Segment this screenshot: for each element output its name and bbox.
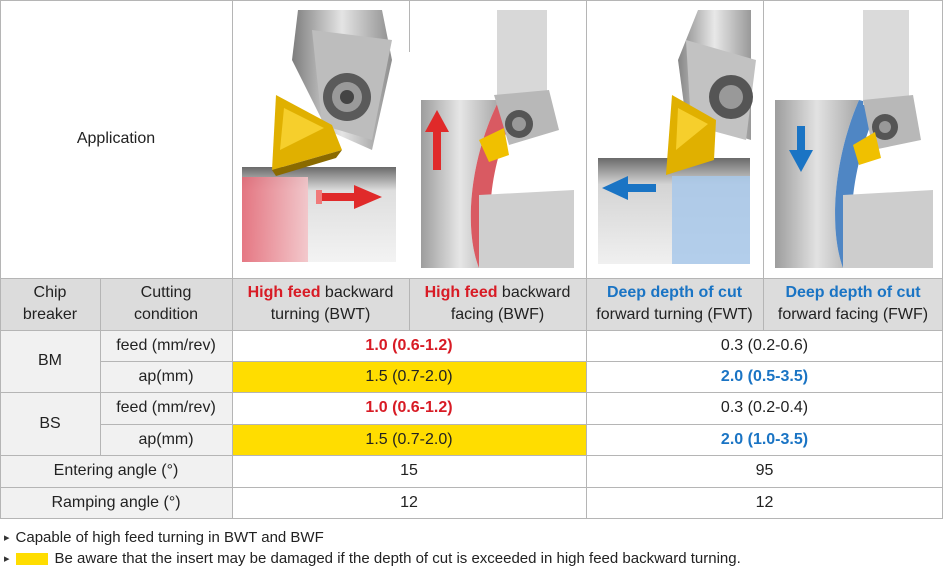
bs-feed-deep-cut: 0.3 (0.2-0.4)	[720, 399, 809, 416]
bwf-header: High feed backward facing (BWF)	[409, 278, 586, 330]
grid-line	[100, 361, 943, 362]
fwf-header: Deep depth of cut forward facing (FWF)	[763, 278, 943, 330]
entering-angle-label: Entering angle (°)	[0, 455, 232, 487]
triangle-bullet-icon: ▸	[4, 553, 10, 565]
cutting-condition-header: Cutting condition	[100, 278, 232, 330]
fwt-illustration	[598, 10, 756, 264]
entering-angle-deep-cut: 95	[755, 462, 774, 479]
note-warning: ▸ Be aware that the insert may be damage…	[4, 550, 741, 567]
fwt-header: Deep depth of cut forward turning (FWT)	[586, 278, 763, 330]
grid-line	[232, 0, 233, 519]
bwt-illustration	[242, 10, 396, 262]
entering-angle-high-feed: 15	[400, 462, 418, 479]
yellow-swatch-icon	[15, 553, 48, 565]
bs-feed-high-feed: 1.0 (0.6-1.2)	[365, 399, 453, 416]
grid-line	[409, 278, 410, 330]
chip-breaker-header: Chip breaker	[0, 278, 100, 330]
bs-breaker-cell: BS	[0, 392, 100, 455]
fwf-illustration	[775, 10, 933, 268]
bwf-illustration	[421, 10, 574, 268]
grid-line	[0, 518, 943, 519]
bs-feed-label: feed (mm/rev)	[100, 392, 232, 424]
application-label: Application	[76, 130, 156, 147]
bm-ap-label: ap(mm)	[100, 361, 232, 392]
bm-ap-high-feed: 1.5 (0.7-2.0)	[232, 361, 586, 392]
grid-line	[100, 424, 943, 425]
ramping-angle-high-feed: 12	[400, 494, 418, 511]
bm-feed-label: feed (mm/rev)	[100, 330, 232, 361]
grid-line	[0, 330, 943, 331]
note-high-feed: ▸ Capable of high feed turning in BWT an…	[4, 529, 324, 546]
bm-breaker-cell: BM	[0, 330, 100, 392]
grid-line	[0, 392, 943, 393]
grid-line	[100, 278, 101, 455]
bs-ap-label: ap(mm)	[100, 424, 232, 455]
bm-ap-deep-cut: 2.0 (0.5-3.5)	[720, 367, 809, 385]
ramping-angle-deep-cut: 12	[755, 494, 774, 511]
grid-line	[0, 487, 943, 488]
bm-feed-deep-cut: 0.3 (0.2-0.6)	[720, 336, 809, 354]
grid-line	[0, 0, 943, 1]
grid-line	[763, 0, 764, 330]
bm-feed-high-feed: 1.0 (0.6-1.2)	[365, 336, 453, 354]
bs-ap-high-feed: 1.5 (0.7-2.0)	[232, 424, 586, 455]
grid-line	[586, 0, 587, 519]
grid-line	[0, 278, 943, 279]
grid-line	[0, 455, 943, 456]
grid-line	[0, 0, 1, 519]
ramping-angle-label: Ramping angle (°)	[0, 487, 232, 519]
bs-ap-deep-cut: 2.0 (1.0-3.5)	[720, 430, 809, 448]
bwt-header: High feed backward turning (BWT)	[232, 278, 409, 330]
grid-line	[409, 0, 410, 52]
triangle-bullet-icon: ▸	[4, 532, 10, 544]
